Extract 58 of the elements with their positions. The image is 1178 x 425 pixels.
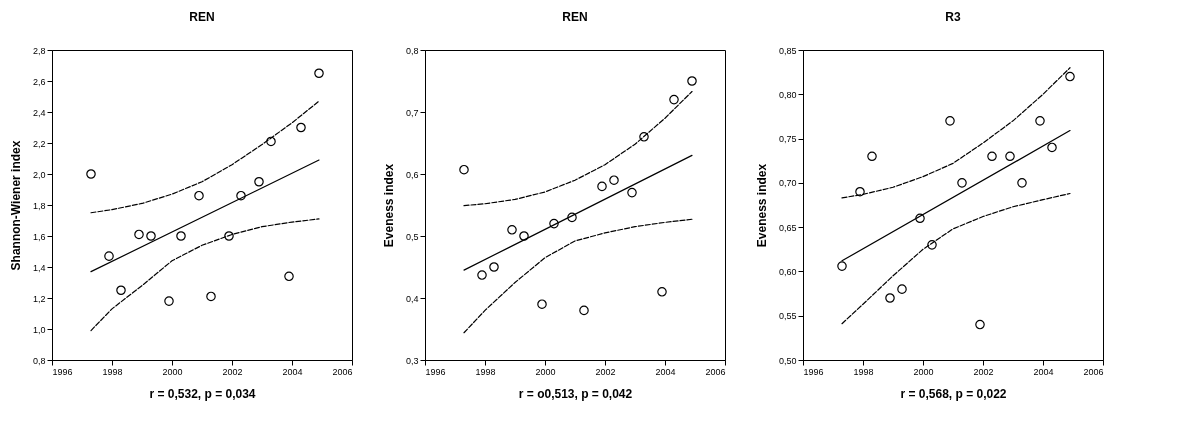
x-tick-label: 2006: [332, 366, 353, 377]
x-tick-label: 2000: [913, 366, 934, 377]
x-tick-label: 2000: [162, 366, 183, 377]
y-tick-label: 0,8: [32, 355, 46, 366]
chart-title: R3: [945, 10, 961, 24]
line-series: [463, 218, 693, 334]
y-tick-label: 0,7: [405, 107, 419, 118]
y-tick-label: 0,85: [778, 45, 797, 56]
y-tick-label: 0,50: [778, 355, 797, 366]
y-tick-label: 0,70: [778, 178, 797, 189]
y-tick-label: 1,8: [32, 200, 46, 211]
y-tick-label: 0,60: [778, 266, 797, 277]
y-tick-label: 2,4: [32, 107, 46, 118]
chart-title: REN: [562, 10, 588, 24]
y-tick-label: 2,0: [32, 169, 46, 180]
x-tick-label: 2002: [973, 366, 994, 377]
line-series: [463, 90, 693, 207]
line-series: [90, 100, 320, 214]
y-tick-label: 0,3: [405, 355, 419, 366]
x-tick-label: 2006: [705, 366, 726, 377]
x-tick-label: 2004: [1033, 366, 1054, 377]
line-series: [841, 192, 1071, 325]
x-tick-label: 2002: [595, 366, 616, 377]
y-axis-title: Eveness index: [754, 163, 769, 248]
x-tick-label: 2000: [535, 366, 556, 377]
y-axis-title: Eveness index: [381, 163, 396, 248]
x-tick-label: 2004: [655, 366, 676, 377]
x-tick-label: 1996: [803, 366, 824, 377]
x-tick-label: 1998: [853, 366, 874, 377]
x-tick-label: 1998: [102, 366, 123, 377]
y-tick-label: 0,75: [778, 134, 797, 145]
y-tick-label: 1,2: [32, 293, 46, 304]
y-tick-label: 0,6: [405, 169, 419, 180]
x-axis-title: r = o0,513, p = 0,042: [518, 386, 633, 401]
y-axis-title: Shannon-Wiener index: [8, 140, 23, 271]
y-tick-label: 0,4: [405, 293, 419, 304]
y-tick-label: 1,0: [32, 324, 46, 335]
y-tick-label: 2,2: [32, 138, 46, 149]
line-series: [90, 218, 320, 332]
y-tick-label: 2,6: [32, 76, 46, 87]
y-tick-label: 1,4: [32, 262, 46, 273]
line-series: [841, 67, 1071, 199]
y-tick-label: 1,6: [32, 231, 46, 242]
x-tick-label: 2004: [282, 366, 303, 377]
y-tick-label: 0,5: [405, 231, 419, 242]
x-tick-label: 1998: [475, 366, 496, 377]
y-tick-label: 0,55: [778, 311, 797, 322]
x-axis-title: r = 0,568, p = 0,022: [900, 386, 1007, 401]
y-tick-label: 0,8: [405, 45, 419, 56]
x-tick-label: 1996: [52, 366, 73, 377]
y-tick-label: 2,8: [32, 45, 46, 56]
y-tick-label: 0,65: [778, 222, 797, 233]
x-tick-label: 2006: [1083, 366, 1104, 377]
x-tick-label: 1996: [425, 366, 446, 377]
x-axis-title: r = 0,532, p = 0,034: [149, 386, 256, 401]
y-tick-label: 0,80: [778, 89, 797, 100]
x-tick-label: 2002: [222, 366, 243, 377]
chart-title: REN: [189, 10, 215, 24]
